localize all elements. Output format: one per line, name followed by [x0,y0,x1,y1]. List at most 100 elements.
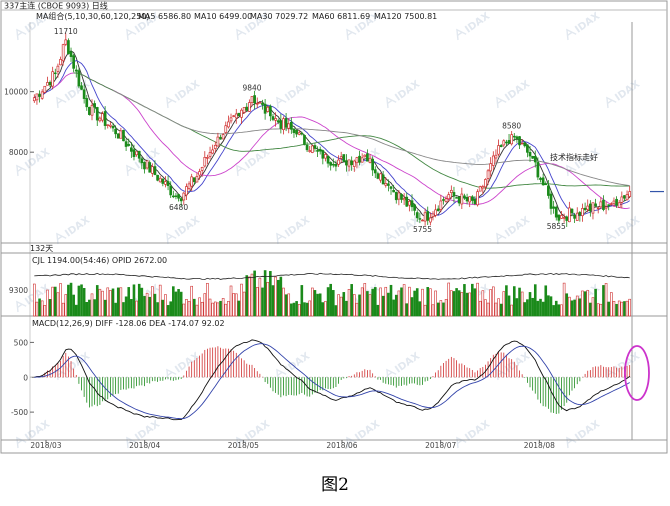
macd-histogram-group [36,346,631,414]
volume-bar [596,303,600,317]
volume-bar [245,275,249,317]
macd-tick-label-0: 500 [14,338,29,347]
candle-body [491,155,495,166]
candle-body [355,157,359,164]
candle-body [342,154,346,162]
volume-bar [360,287,364,317]
candle-body [421,219,424,222]
volume-bar [174,291,178,317]
candle-body [612,200,616,204]
volume-bar [376,304,380,317]
candle-body [389,186,393,189]
candle-body [326,156,330,164]
volume-bar [347,289,351,317]
volume-bar [568,296,571,317]
candle-body [541,177,545,186]
volume-bar [72,294,75,317]
volume-bar [418,301,422,317]
volume-bar [373,287,377,317]
candle-body [143,162,146,170]
volume-bar [497,298,500,317]
volume-bar [381,295,385,317]
candle-body [484,179,487,188]
volume-bar [271,285,275,317]
volume-bar [337,294,340,317]
watermark-mark [16,436,27,449]
volume-bar [311,287,314,317]
candle-body [98,117,102,122]
candle-body [166,181,170,186]
candle-body [510,134,514,145]
watermark-mark [606,232,617,245]
candle-body [599,201,603,208]
volume-bar [216,302,220,317]
candle-body [381,174,385,185]
volume-bar [224,303,228,317]
candle-body [224,125,228,133]
candle-body [140,158,144,164]
volume-bar [48,299,52,317]
candle-body [179,198,183,202]
volume-bar [489,289,492,317]
candle-body [515,136,519,139]
candle-body [185,186,188,196]
candle-body [366,153,369,162]
candle-body [80,85,83,90]
volume-bar [182,303,186,317]
volume-bar [64,294,68,317]
volume-bar [38,298,41,317]
volume-bar [284,294,288,317]
candle-body [594,203,597,207]
candle-body [103,111,107,126]
macd-tick-label-1: 0 [23,373,28,382]
candle-body [64,39,68,45]
volume-bar [122,302,125,317]
volume-bar [240,283,243,317]
candle-body [376,173,380,179]
volume-bar [581,290,584,317]
watermark-mark [346,28,357,41]
candle-body [507,140,511,144]
instrument-title: 337主连 (CBOE 9093) 日线 [4,1,108,11]
candle-body [216,136,220,147]
volume-bar [237,300,241,317]
candle-body [526,144,529,153]
volume-bar [35,301,39,317]
volume-bar [460,292,464,317]
candle-body [423,212,427,222]
volume-bar [40,300,44,317]
volume-bar [518,287,521,317]
candle-body [339,156,343,159]
volume-bar [345,300,348,317]
volume-bar [583,291,587,317]
volume-bar [384,286,388,317]
volume-bar [565,293,569,317]
volume-bar [628,298,631,317]
candle-body [263,103,267,114]
volume-bar [56,292,60,317]
volume-bar [528,292,532,317]
candle-body [111,126,115,129]
candle-body [269,106,272,117]
volume-bar [135,300,138,317]
volume-bar [179,291,183,317]
candle-body [596,207,600,210]
ma-legend-2: MA30 7029.72 [250,12,308,21]
ma30-line [52,72,630,209]
volume-bar [591,297,595,317]
volume-bar [447,282,451,317]
volume-bar [541,301,545,317]
volume-bar [292,302,296,317]
volume-bar [450,290,453,317]
watermark-mark [276,96,287,109]
volume-bar [190,285,193,317]
candle-body [554,206,558,218]
candle-body [289,121,293,130]
candle-body [116,133,120,139]
candle-body [588,203,592,212]
volume-bar [531,297,534,317]
volume-bar [478,300,482,317]
candle-body [478,186,482,192]
candle-body [533,155,537,163]
